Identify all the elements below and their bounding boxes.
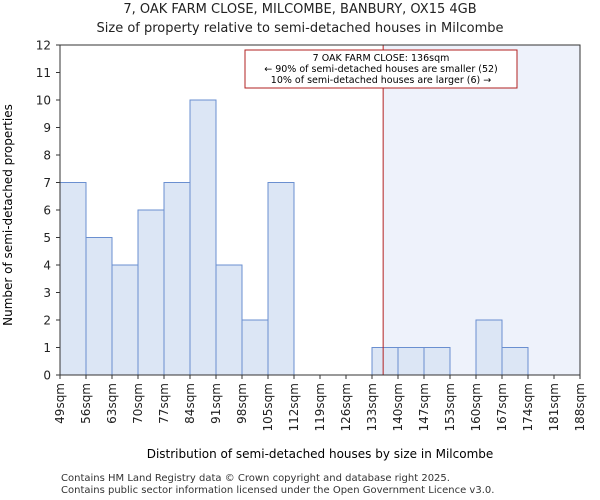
x-tick-label: 70sqm [131, 383, 145, 424]
x-tick-label: 77sqm [157, 383, 171, 424]
annotation-line-1: 7 OAK FARM CLOSE: 136sqm [313, 53, 450, 64]
annotation-box: 7 OAK FARM CLOSE: 136sqm ← 90% of semi-d… [244, 49, 518, 89]
histogram-bar [85, 237, 113, 376]
histogram-bar [475, 319, 503, 376]
x-tick-label: 91sqm [209, 383, 223, 424]
annotation-line-3: 10% of semi-detached houses are larger (… [271, 75, 491, 86]
plot-frame [59, 44, 581, 376]
x-tick-label: 56sqm [79, 383, 93, 424]
x-tick-label: 126sqm [339, 383, 353, 431]
x-tick-label: 188sqm [573, 383, 587, 431]
x-tick-label: 63sqm [105, 383, 119, 424]
histogram-bar [137, 209, 165, 376]
y-tick-label: 8 [43, 149, 51, 163]
x-tick-label: 112sqm [287, 383, 301, 431]
histogram-bar [501, 347, 529, 376]
x-tick-label: 119sqm [313, 383, 327, 431]
footer-licence: Contains public sector information licen… [61, 485, 495, 496]
histogram-bar [397, 347, 425, 376]
histogram-bar [423, 347, 451, 376]
histogram-bar [241, 319, 269, 376]
y-tick-label: 10 [36, 94, 51, 108]
y-tick-label: 4 [43, 259, 51, 273]
y-axis-label: Number of semi-detached properties [1, 104, 15, 326]
x-tick-label: 49sqm [53, 383, 67, 424]
x-tick-label: 153sqm [443, 383, 457, 431]
histogram-bar [189, 99, 217, 376]
y-tick-label: 2 [43, 314, 51, 328]
x-axis-label: Distribution of semi-detached houses by … [147, 447, 494, 461]
y-tick-label: 0 [43, 369, 51, 383]
y-tick-label: 12 [36, 39, 51, 53]
annotation-line-2: ← 90% of semi-detached houses are smalle… [264, 64, 498, 75]
y-tick-label: 3 [43, 286, 51, 300]
y-tick-label: 5 [43, 231, 51, 245]
x-tick-label: 167sqm [495, 383, 509, 431]
histogram-bar [111, 264, 139, 376]
histogram-bar [215, 264, 243, 376]
x-tick-label: 140sqm [391, 383, 405, 431]
x-tick-label: 98sqm [235, 383, 249, 424]
footer-copyright: Contains HM Land Registry data © Crown c… [61, 473, 450, 484]
histogram-bar [59, 182, 87, 376]
y-tick-label: 11 [36, 66, 51, 80]
y-tick-label: 7 [43, 176, 51, 190]
x-tick-label: 147sqm [417, 383, 431, 431]
y-tick-label: 6 [43, 204, 51, 218]
x-tick-label: 174sqm [521, 383, 535, 431]
histogram-bar [267, 182, 295, 376]
chart-subtitle: Size of property relative to semi-detach… [96, 21, 504, 36]
x-tick-label: 133sqm [365, 383, 379, 431]
histogram-bar [371, 347, 399, 376]
x-tick-label: 181sqm [547, 383, 561, 431]
histogram-bar [163, 182, 191, 376]
x-tick-label: 160sqm [469, 383, 483, 431]
x-tick-label: 84sqm [183, 383, 197, 424]
x-tick-label: 105sqm [261, 383, 275, 431]
y-tick-label: 1 [43, 341, 51, 355]
chart-title: 7, OAK FARM CLOSE, MILCOMBE, BANBURY, OX… [123, 2, 477, 17]
y-tick-label: 9 [43, 121, 51, 135]
